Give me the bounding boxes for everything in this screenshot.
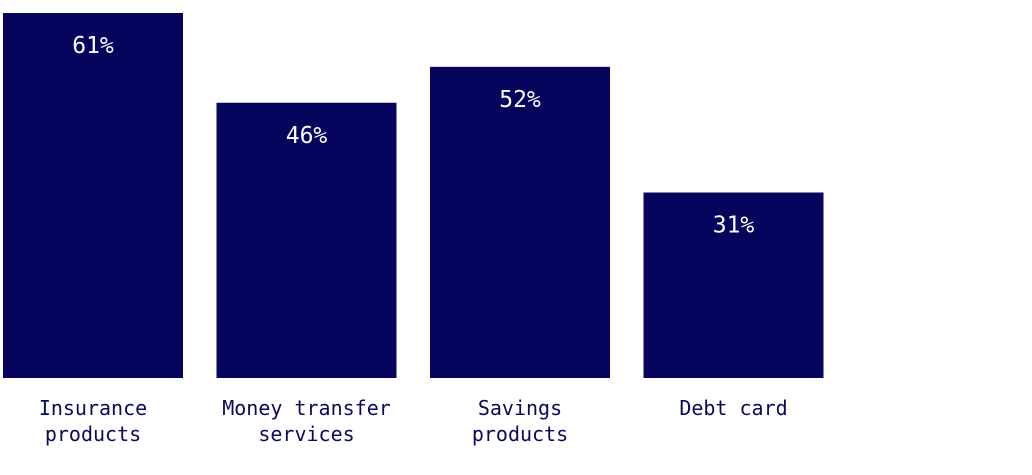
bar-value-label: 61% xyxy=(72,33,114,59)
bar-2 xyxy=(430,66,610,378)
category-label: products xyxy=(45,422,141,446)
bar-1 xyxy=(216,102,397,379)
bar-3 xyxy=(643,192,824,378)
bar-value-label: 31% xyxy=(713,213,755,239)
category-label: Insurance xyxy=(39,396,147,420)
bar-0 xyxy=(3,13,183,378)
category-label: services xyxy=(258,422,354,446)
bars-group xyxy=(3,13,824,379)
category-label: products xyxy=(472,422,568,446)
category-label: Debt card xyxy=(679,396,787,420)
category-label: Savings xyxy=(478,396,562,420)
value-labels-group: 61% 46% 52% 31% xyxy=(72,33,754,239)
bar-value-label: 46% xyxy=(286,123,328,149)
bar-value-label: 52% xyxy=(499,87,541,113)
category-label: Money transfer xyxy=(222,396,391,420)
